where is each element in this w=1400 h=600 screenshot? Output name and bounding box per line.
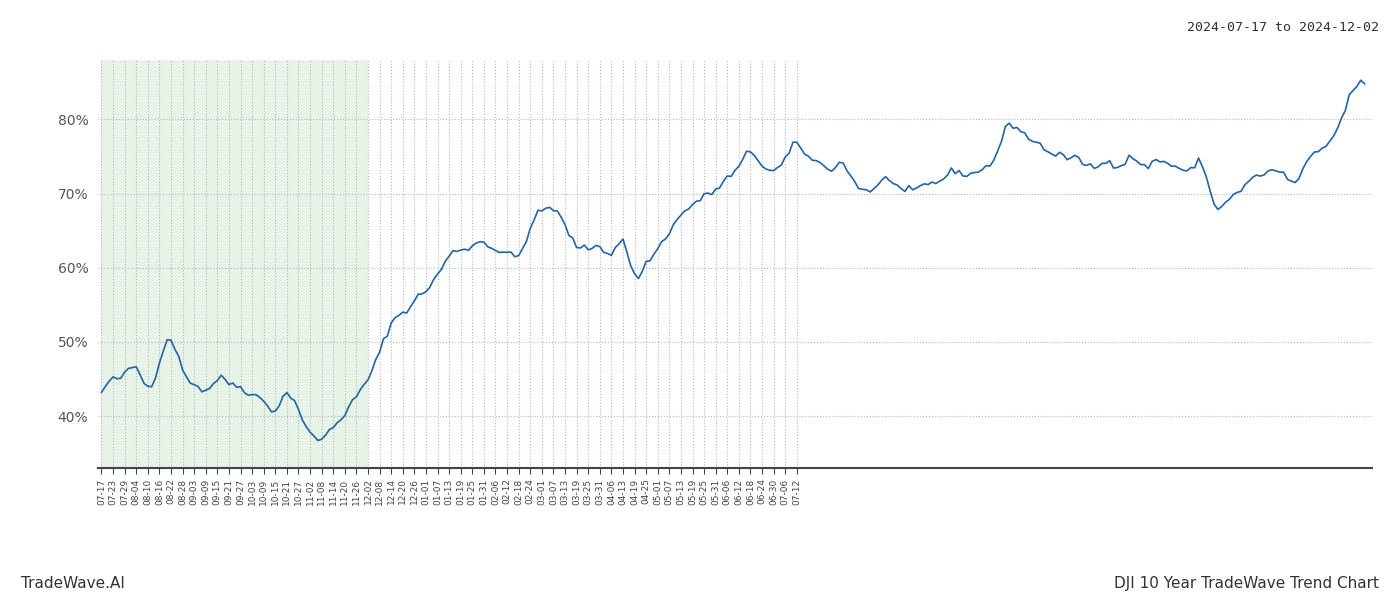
Text: 2024-07-17 to 2024-12-02: 2024-07-17 to 2024-12-02 — [1187, 21, 1379, 34]
Text: DJI 10 Year TradeWave Trend Chart: DJI 10 Year TradeWave Trend Chart — [1114, 576, 1379, 591]
Text: TradeWave.AI: TradeWave.AI — [21, 576, 125, 591]
Bar — [101, 60, 368, 468]
